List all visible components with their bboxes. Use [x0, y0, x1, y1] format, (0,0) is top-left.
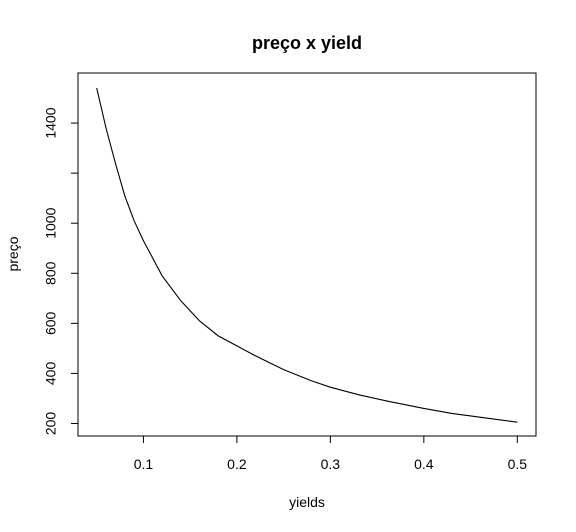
y-tick-label: 200 — [43, 412, 59, 436]
y-axis: 200 400 600 800 1000 1400 — [43, 97, 79, 436]
series-line — [96, 87, 518, 423]
y-tick-label: 600 — [43, 311, 59, 335]
x-axis-label: yields — [289, 494, 325, 510]
y-tick-label: 800 — [43, 261, 59, 285]
x-axis: 0.1 0.2 0.3 0.4 0.5 — [134, 435, 528, 472]
y-tick-label: 1000 — [43, 207, 59, 238]
y-axis-label: preço — [5, 236, 21, 271]
x-tick-label: 0.4 — [414, 456, 434, 472]
x-tick-label: 0.5 — [508, 456, 528, 472]
x-tick-label: 0.3 — [321, 456, 341, 472]
y-tick-label: 400 — [43, 362, 59, 386]
chart-title: preço x yield — [252, 33, 362, 53]
x-tick-label: 0.2 — [227, 456, 247, 472]
y-tick-label: 1400 — [43, 107, 59, 138]
series-layer — [96, 87, 518, 423]
plot-frame — [77, 72, 537, 437]
x-tick-label: 0.1 — [134, 456, 154, 472]
